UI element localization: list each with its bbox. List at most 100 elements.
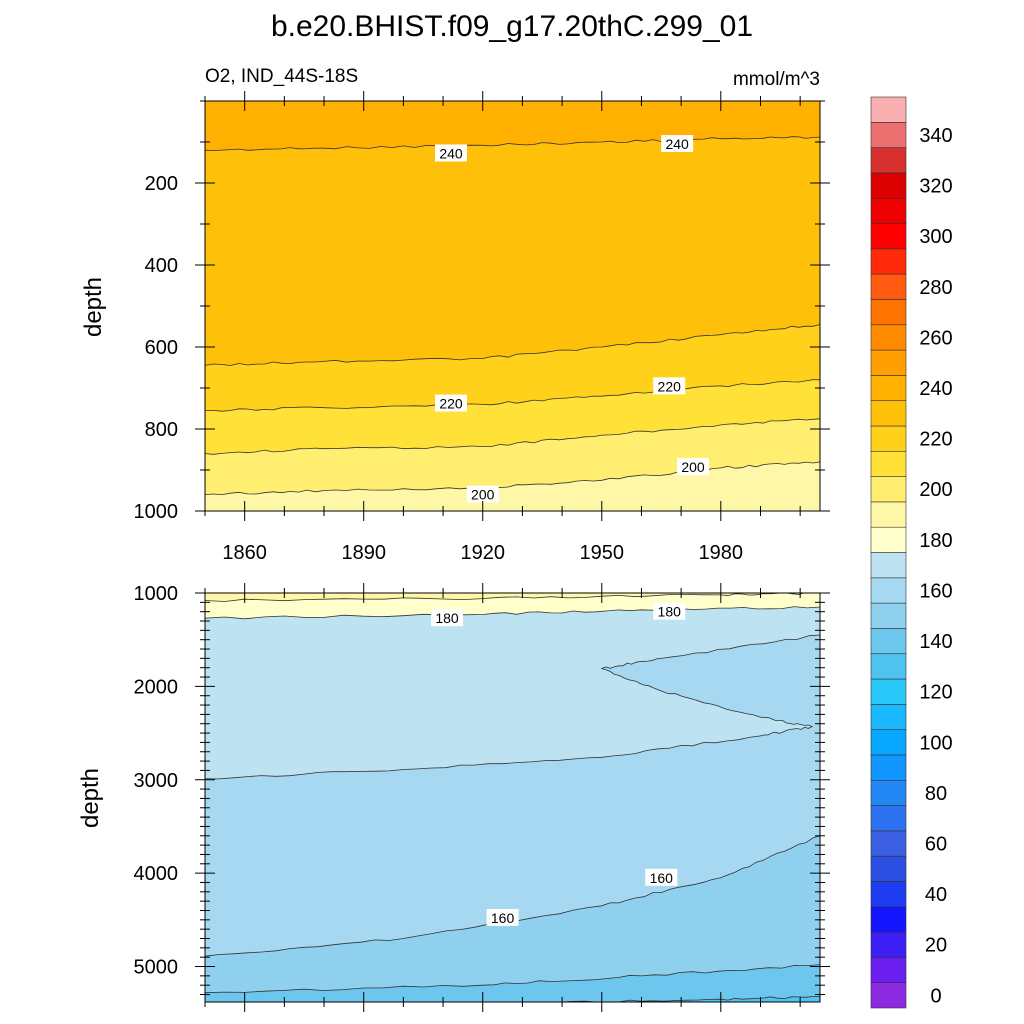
colorbar-swatch [870, 805, 907, 832]
svg-text:240: 240 [439, 145, 463, 161]
x-tick-label: 1890 [341, 542, 386, 564]
contour-line [205, 964, 820, 994]
colorbar-label: 160 [919, 580, 952, 602]
colorbar-swatch [870, 349, 907, 376]
colorbar-label: 40 [925, 884, 947, 906]
colorbar-label: 60 [925, 834, 947, 856]
colorbar-swatch [870, 324, 907, 351]
contour-line [205, 461, 820, 496]
unit-label: mmol/m^3 [733, 69, 820, 90]
colorbar-swatch [870, 906, 907, 933]
colorbar-swatch [870, 273, 907, 300]
contour-label: 160 [645, 868, 678, 886]
contour-label: 200 [677, 458, 710, 476]
colorbar-label: 20 [925, 935, 947, 957]
contour-label: 180 [431, 609, 464, 627]
colorbar-swatch [870, 400, 907, 427]
colorbar-label: 120 [919, 682, 952, 704]
colorbar: 0 20 40 60 80 100 120 140 160 180 200 220 240 260 280 3… [870, 96, 953, 1009]
colorbar-label: 100 [919, 732, 952, 754]
y-tick-label: 600 [145, 337, 178, 359]
svg-text:180: 180 [658, 604, 682, 620]
contour-line [205, 418, 820, 455]
colorbar-swatch [870, 450, 907, 477]
contour-label: 240 [435, 144, 467, 162]
colorbar-label: 80 [925, 783, 947, 805]
colorbar-label: 340 [919, 125, 952, 147]
colorbar-swatch [870, 704, 907, 730]
y-tick-label: 4000 [134, 863, 179, 885]
colorbar-label: 180 [919, 530, 952, 552]
contour-line [205, 634, 820, 780]
contour-line [205, 324, 820, 366]
contour-label: 160 [486, 908, 519, 926]
svg-text:160: 160 [491, 910, 515, 926]
svg-text:160: 160 [650, 870, 674, 886]
upper-panel: 240 240 220 220 200 200 200 400 600 800 1000 1860 18… [134, 91, 830, 564]
contour-band-fill [205, 461, 820, 511]
y-tick-label: 1000 [134, 583, 179, 605]
colorbar-label: 0 [930, 985, 941, 1007]
colorbar-swatch [870, 96, 907, 123]
colorbar-label: 280 [919, 277, 952, 299]
colorbar-swatch [870, 830, 907, 857]
chart-title: b.e20.BHIST.f09_g17.20thC.299_01 [271, 10, 753, 43]
colorbar-swatch [870, 552, 907, 579]
colorbar-swatch [870, 729, 907, 756]
y-tick-label: 2000 [134, 676, 179, 698]
colorbar-swatch [870, 982, 907, 1009]
variable-label: O2, IND_44S-18S [205, 66, 358, 87]
colorbar-swatch [870, 855, 907, 882]
x-tick-label: 1860 [222, 542, 267, 564]
contour-line [205, 606, 820, 620]
colorbar-swatch [870, 931, 907, 958]
contour-line [205, 835, 820, 957]
colorbar-label: 200 [919, 479, 952, 501]
contour-label: 200 [466, 485, 499, 503]
y-tick-label: 200 [145, 173, 178, 195]
colorbar-label: 240 [919, 378, 952, 400]
y-tick-label: 400 [145, 255, 178, 277]
contour-label: 220 [653, 377, 686, 395]
plot-frame [204, 592, 821, 1003]
y-tick-label: 800 [145, 419, 178, 441]
colorbar-swatch [870, 172, 907, 199]
y-tick-label: 3000 [134, 770, 179, 792]
colorbar-swatch [870, 147, 907, 174]
colorbar-label: 260 [919, 327, 952, 349]
y-axis-label-lower: depth [77, 768, 104, 828]
contour-label: 240 [661, 135, 694, 153]
x-tick-label: 1950 [580, 542, 625, 564]
colorbar-swatch [870, 375, 907, 401]
contour-label: 180 [653, 602, 686, 620]
colorbar-swatch [870, 678, 907, 705]
colorbar-swatch [870, 957, 907, 983]
svg-text:220: 220 [439, 396, 463, 412]
contour-fills [205, 593, 820, 1002]
svg-text:220: 220 [658, 378, 682, 394]
colorbar-swatch [870, 425, 907, 452]
colorbar-swatch [870, 628, 907, 655]
colorbar-label: 140 [919, 631, 952, 653]
contour-band-fill [205, 835, 820, 1002]
contour-label: 220 [435, 394, 467, 412]
svg-text:200: 200 [471, 487, 495, 503]
svg-text:180: 180 [435, 610, 459, 626]
colorbar-swatch [870, 122, 907, 148]
colorbar-swatch [870, 248, 907, 275]
contour-band-fill [205, 996, 820, 1002]
colorbar-swatch [870, 223, 907, 250]
contour-line [205, 136, 820, 152]
colorbar-swatch [870, 299, 907, 326]
colorbar-swatch [870, 197, 907, 224]
colorbar-swatch [870, 526, 907, 553]
contour-band-fill [205, 964, 820, 1002]
colorbar-swatch [870, 602, 907, 629]
y-axis-label-upper: depth [80, 277, 107, 337]
colorbar-label: 320 [919, 176, 952, 198]
colorbar-swatch [870, 577, 907, 604]
colorbar-swatch [870, 779, 907, 806]
colorbar-swatch [870, 501, 907, 528]
svg-text:240: 240 [665, 136, 689, 152]
